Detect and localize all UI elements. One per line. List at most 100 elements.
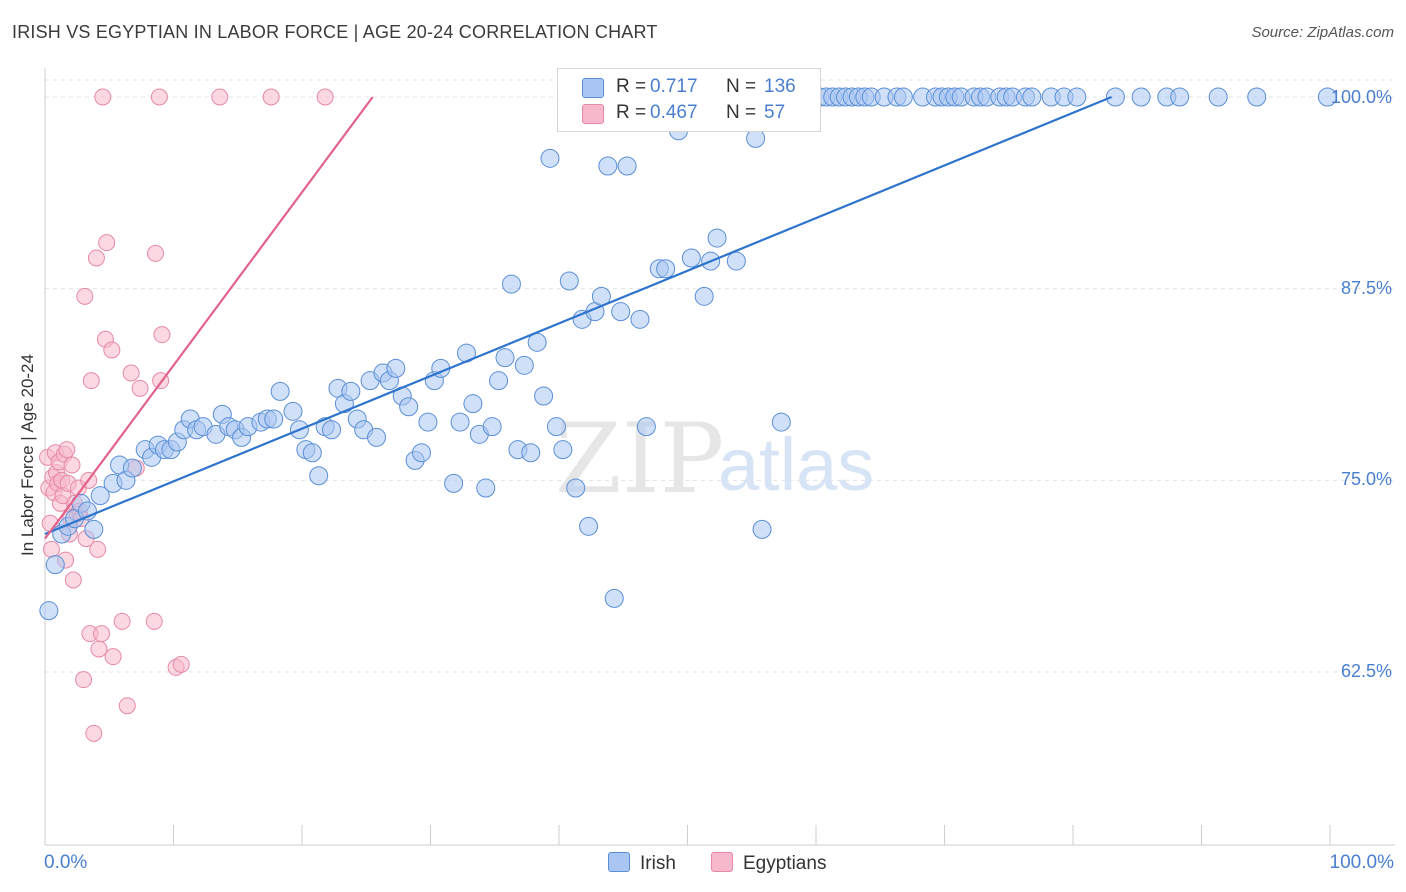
- legend-row-irish: R = 0.717 N = 136: [558, 75, 820, 101]
- irish-point: [501, 274, 521, 294]
- irish-point: [1067, 87, 1087, 107]
- irish-point: [611, 302, 631, 322]
- egyptians-point: [150, 88, 168, 106]
- irish-point: [636, 417, 656, 437]
- irish-point: [540, 148, 560, 168]
- r-label: R =: [616, 76, 647, 97]
- egyptians-point: [104, 648, 122, 666]
- irish-point: [559, 271, 579, 291]
- irish-points: [39, 87, 1337, 621]
- legend-item-egyptians[interactable]: Egyptians: [711, 852, 826, 875]
- n-label: N =: [726, 76, 757, 97]
- irish-point: [598, 156, 618, 176]
- egyptians-point: [75, 671, 93, 689]
- trend-lines: [44, 95, 1112, 540]
- irish-point: [566, 478, 586, 498]
- irish-point: [893, 87, 913, 107]
- egyptians-point: [82, 372, 100, 390]
- irish-point: [264, 409, 284, 429]
- x-tick-label-0: 0.0%: [44, 852, 88, 873]
- legend-item-irish[interactable]: Irish: [608, 852, 676, 875]
- n-value: 136: [764, 76, 796, 97]
- irish-point: [322, 420, 342, 440]
- irish-point: [617, 156, 637, 176]
- irish-point: [444, 473, 464, 493]
- stats-legend: R = 0.717 N = 136 R = 0.467 N = 57: [557, 68, 821, 132]
- source-label: Source: ZipAtlas.com: [1251, 24, 1394, 41]
- egyptians-legend-swatch: [711, 852, 733, 872]
- irish-point: [746, 128, 766, 148]
- y-tick-label-62-5: 62.5%: [1340, 661, 1392, 681]
- irish-point: [341, 381, 361, 401]
- irish-point: [579, 516, 599, 536]
- irish-point: [514, 355, 534, 375]
- watermark: ZIP atlas: [555, 403, 874, 515]
- irish-point: [90, 486, 110, 506]
- egyptians-point: [94, 88, 112, 106]
- y-tick-label-87-5: 87.5%: [1340, 278, 1392, 298]
- irish-point: [1317, 87, 1337, 107]
- irish-point: [309, 466, 329, 486]
- irish-point: [707, 228, 727, 248]
- irish-point: [495, 348, 515, 368]
- irish-point: [630, 309, 650, 329]
- irish-trend-line: [44, 95, 1112, 536]
- n-label: N =: [726, 102, 757, 123]
- irish-swatch: [582, 78, 604, 98]
- irish-point: [681, 248, 701, 268]
- irish-point: [1208, 87, 1228, 107]
- y-tick-label-75: 75.0%: [1340, 469, 1392, 489]
- y-tick-label-100: 100.0%: [1330, 87, 1392, 107]
- irish-point: [1131, 87, 1151, 107]
- egyptians-point: [103, 341, 121, 359]
- irish-point: [489, 371, 509, 391]
- irish-point: [553, 440, 573, 460]
- chart-title: IRISH VS EGYPTIAN IN LABOR FORCE | AGE 2…: [12, 22, 658, 42]
- irish-point: [283, 401, 303, 421]
- watermark-atlas: atlas: [718, 423, 874, 506]
- irish-point: [1022, 87, 1042, 107]
- egyptians-point: [85, 724, 103, 742]
- irish-point: [463, 394, 483, 414]
- irish-point: [367, 427, 387, 447]
- irish-point: [726, 251, 746, 271]
- egyptians-point: [211, 88, 229, 106]
- x-tick-label-100: 100.0%: [1329, 852, 1394, 873]
- irish-legend-label: Irish: [640, 853, 676, 874]
- legend-row-egyptians: R = 0.467 N = 57: [558, 101, 820, 127]
- irish-point: [84, 519, 104, 539]
- irish-point: [476, 478, 496, 498]
- irish-point: [656, 259, 676, 279]
- irish-point: [412, 443, 432, 463]
- watermark-zip: ZIP: [555, 403, 724, 515]
- egyptians-point: [131, 379, 149, 397]
- egyptians-legend-label: Egyptians: [743, 853, 827, 874]
- irish-point: [752, 519, 772, 539]
- egyptians-point: [58, 441, 76, 459]
- egyptians-point: [89, 540, 107, 558]
- n-value: 57: [764, 102, 786, 123]
- irish-point: [399, 397, 419, 417]
- r-label: R =: [616, 102, 647, 123]
- irish-point: [604, 588, 624, 608]
- egyptians-point: [42, 540, 60, 558]
- irish-point: [39, 601, 59, 621]
- egyptians-point: [118, 697, 136, 715]
- irish-point: [418, 412, 438, 432]
- egyptians-point: [64, 571, 82, 589]
- egyptians-point: [98, 234, 116, 252]
- irish-point: [1105, 87, 1125, 107]
- irish-point: [302, 443, 322, 463]
- irish-point: [771, 412, 791, 432]
- irish-point: [694, 286, 714, 306]
- irish-point: [1247, 87, 1267, 107]
- egyptians-point: [316, 88, 334, 106]
- egyptians-trend-line: [44, 96, 374, 540]
- egyptians-point: [90, 640, 108, 658]
- irish-point: [534, 386, 554, 406]
- egyptians-point: [87, 249, 105, 267]
- irish-point: [45, 555, 65, 575]
- irish-point: [1170, 87, 1190, 107]
- irish-legend-swatch: [608, 852, 630, 872]
